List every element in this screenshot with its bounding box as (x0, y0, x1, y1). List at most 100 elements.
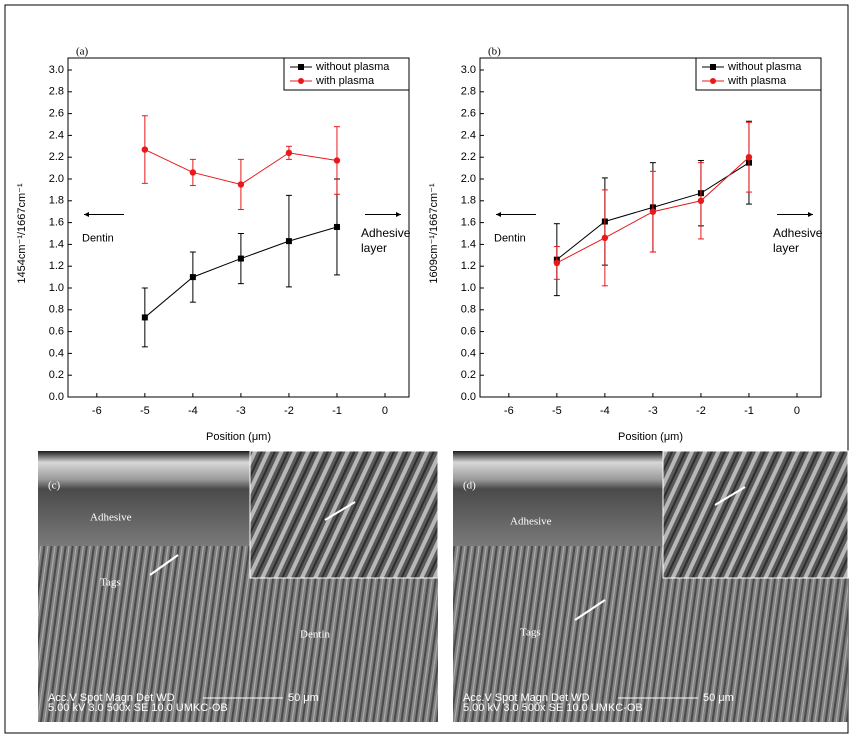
x-tick-label: -3 (648, 405, 658, 417)
x-tick-label: -4 (600, 405, 610, 417)
y-tick-label: 1.0 (49, 282, 64, 294)
x-tick-label: -5 (140, 405, 150, 417)
y-tick-label: 1.6 (49, 217, 64, 229)
panel-label: (a) (76, 46, 89, 58)
marker (141, 146, 149, 153)
scale-bar-label: 50 μm (703, 692, 734, 704)
y-tick-label: 3.0 (461, 64, 476, 76)
image-info: 5.00 kV 3.0 500x SE 10.0 UMKC-OB (48, 702, 228, 714)
y-tick-label: 0.4 (49, 347, 64, 359)
image-arrow (714, 486, 746, 506)
marker (601, 234, 609, 242)
panel-label: (c) (48, 480, 61, 492)
x-tick-label: 0 (382, 405, 388, 417)
y-tick-label: 0.8 (461, 304, 476, 316)
legend-label: with plasma (315, 75, 375, 87)
plot-frame (479, 57, 822, 398)
y-tick-label: 0.2 (461, 369, 476, 381)
scale-bar-label: 50 μm (288, 692, 319, 704)
y-axis-label: 1609cm⁻¹/1667cm⁻¹ (428, 183, 440, 284)
legend-box (695, 57, 822, 91)
x-tick-label: 0 (794, 405, 800, 417)
y-tick-label: 2.0 (49, 173, 64, 185)
y-tick-label: 3.0 (49, 64, 64, 76)
image-info: Acc.V Spot Magn Det WD (463, 692, 590, 704)
sem-upper (453, 451, 663, 546)
y-tick-label: 1.0 (461, 282, 476, 294)
y-tick-label: 1.2 (49, 260, 64, 272)
y-tick-label: 1.6 (461, 217, 476, 229)
y-tick-label: 0.0 (461, 391, 476, 403)
legend-marker (298, 64, 304, 70)
image-label: Adhesive (90, 512, 132, 524)
y-tick-label: 2.6 (461, 108, 476, 120)
y-tick-label: 1.2 (461, 260, 476, 272)
marker (141, 314, 148, 321)
legend-box (283, 57, 410, 91)
legend-marker (298, 78, 304, 84)
marker (333, 157, 341, 164)
y-tick-label: 0.8 (49, 304, 64, 316)
marker (237, 255, 244, 262)
x-tick-label: -2 (284, 405, 294, 417)
annotation-box: Adhesive layer (361, 225, 411, 255)
y-tick-label: 2.0 (461, 173, 476, 185)
marker (745, 154, 753, 161)
plot-frame (67, 57, 410, 398)
panel-label: (d) (463, 480, 476, 492)
x-tick-label: -1 (332, 405, 342, 417)
annotation-box: Adhesive layer (773, 225, 823, 255)
y-axis-label: 1454cm⁻¹/1667cm⁻¹ (16, 183, 28, 284)
arrow-head (396, 212, 401, 217)
image-label: Tags (100, 577, 121, 589)
x-tick-label: -6 (504, 405, 514, 417)
y-tick-label: 2.2 (461, 151, 476, 163)
figure-border (4, 4, 849, 734)
annotation: Adhesive layer (361, 225, 411, 255)
sem-inset (249, 450, 439, 579)
marker (697, 197, 705, 204)
y-tick-label: 2.8 (461, 86, 476, 98)
image-info: Acc.V Spot Magn Det WD (48, 692, 175, 704)
x-tick-label: -1 (744, 405, 754, 417)
y-tick-label: 0.2 (49, 369, 64, 381)
marker (285, 149, 293, 157)
y-tick-label: 2.8 (49, 86, 64, 98)
x-tick-label: -5 (552, 405, 562, 417)
image-arrow (324, 501, 356, 521)
y-tick-label: 2.4 (49, 129, 64, 141)
legend-label: without plasma (727, 61, 802, 73)
x-tick-label: -3 (236, 405, 246, 417)
y-tick-label: 0.0 (49, 391, 64, 403)
legend-label: without plasma (315, 61, 390, 73)
y-tick-label: 0.6 (461, 326, 476, 338)
marker (189, 274, 196, 281)
marker (649, 208, 657, 215)
marker (553, 259, 561, 267)
image-arrow (149, 554, 179, 576)
y-tick-label: 1.4 (461, 238, 476, 250)
legend-marker (710, 78, 716, 84)
image-label: Adhesive (510, 516, 552, 528)
annotation: Adhesive layer (773, 225, 823, 255)
sem-inset (662, 450, 849, 579)
y-tick-label: 0.4 (461, 347, 476, 359)
marker (285, 238, 292, 245)
panel-label: (b) (488, 46, 501, 58)
x-axis-label: Position (μm) (618, 431, 683, 443)
y-tick-label: 1.8 (461, 195, 476, 207)
arrow-head (808, 212, 813, 217)
image-label: Tags (520, 627, 541, 639)
marker (237, 181, 245, 188)
x-tick-label: -2 (696, 405, 706, 417)
marker (333, 223, 340, 230)
image-arrow (574, 599, 606, 621)
legend-marker (710, 64, 716, 70)
x-axis-label: Position (μm) (206, 431, 271, 443)
y-tick-label: 1.4 (49, 238, 64, 250)
image-label: Dentin (300, 629, 330, 641)
marker (189, 169, 197, 176)
arrow-head (84, 212, 89, 217)
annotation: Dentin (82, 232, 114, 244)
